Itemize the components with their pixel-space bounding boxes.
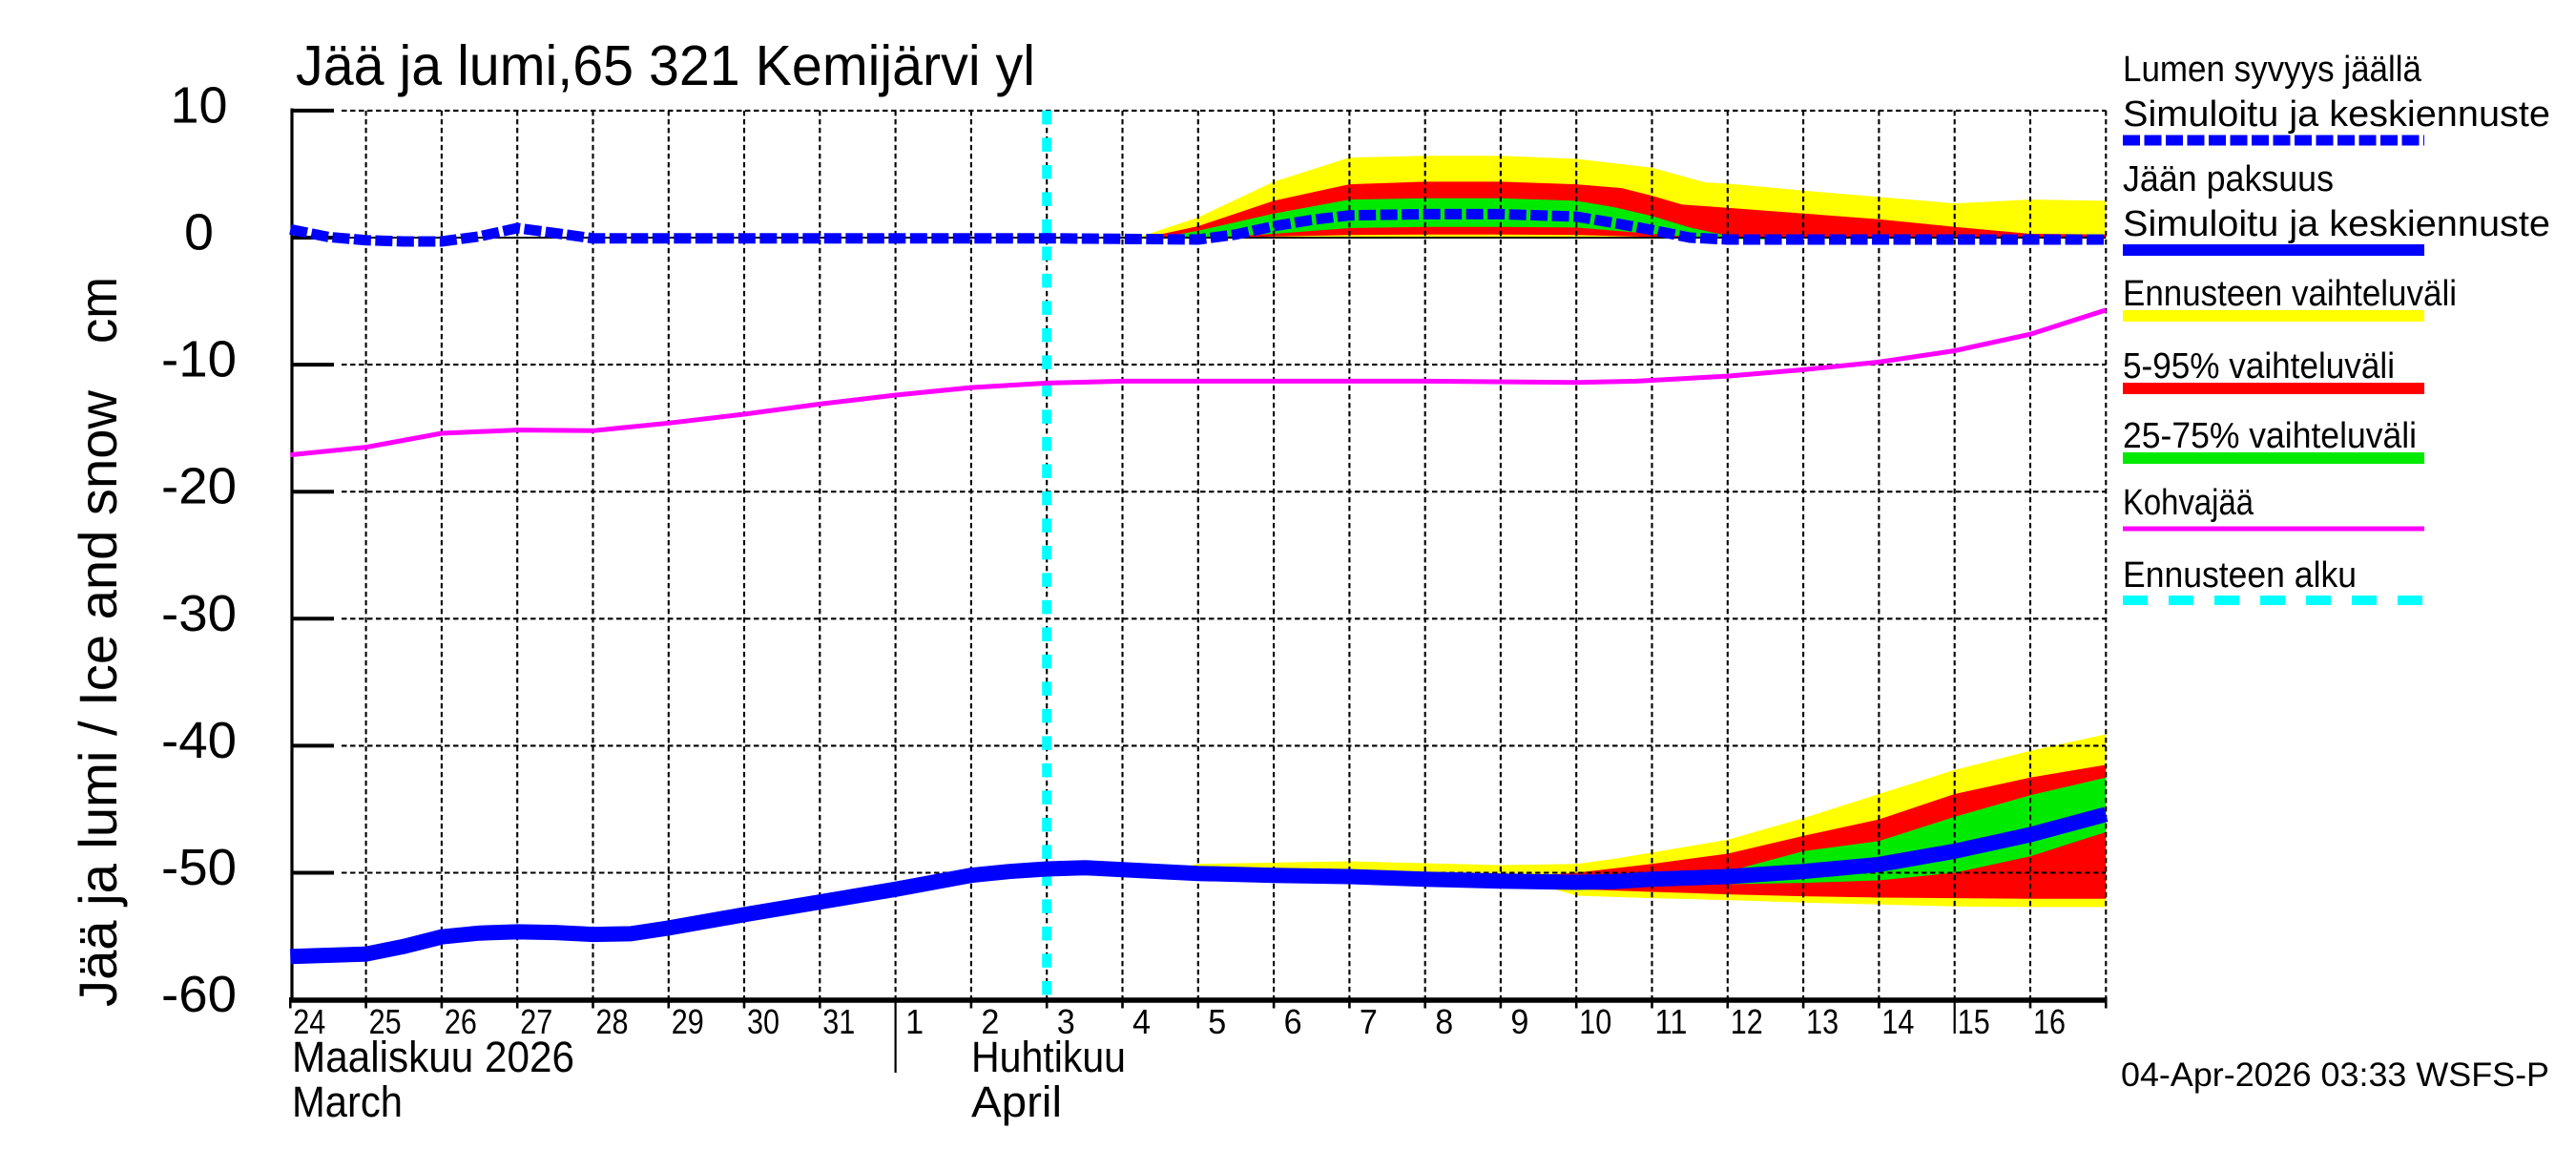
svg-text:cm: cm [68, 277, 128, 344]
svg-text:11: 11 [1655, 1002, 1688, 1041]
svg-text:-40: -40 [161, 712, 237, 769]
svg-text:-10: -10 [161, 331, 237, 388]
svg-text:14: 14 [1881, 1002, 1914, 1041]
svg-text:26: 26 [445, 1002, 477, 1041]
svg-text:10: 10 [171, 76, 228, 134]
svg-text:3: 3 [1057, 1002, 1075, 1041]
svg-text:27: 27 [520, 1002, 552, 1041]
svg-text:4: 4 [1132, 1002, 1151, 1041]
svg-text:Simuloitu ja keskiennuste: Simuloitu ja keskiennuste [2123, 204, 2550, 244]
svg-text:Ennusteen vaihteluväli: Ennusteen vaihteluväli [2123, 274, 2457, 314]
svg-text:15: 15 [1958, 1002, 1990, 1041]
svg-text:13: 13 [1806, 1002, 1839, 1041]
svg-text:March: March [292, 1077, 403, 1126]
svg-text:Maaliskuu 2026: Maaliskuu 2026 [292, 1033, 574, 1081]
svg-text:Huhtikuu: Huhtikuu [971, 1033, 1126, 1081]
svg-text:12: 12 [1731, 1002, 1763, 1041]
svg-text:Kohvajää: Kohvajää [2123, 483, 2254, 523]
svg-text:-30: -30 [161, 585, 237, 642]
svg-text:2: 2 [981, 1002, 999, 1041]
svg-text:-50: -50 [161, 839, 237, 896]
svg-text:16: 16 [2033, 1002, 2066, 1041]
svg-text:10: 10 [1579, 1002, 1611, 1041]
svg-text:Jää ja lumi / Ice and snow: Jää ja lumi / Ice and snow [68, 389, 128, 1007]
svg-text:5: 5 [1208, 1002, 1226, 1041]
svg-text:-60: -60 [161, 966, 237, 1023]
svg-text:31: 31 [822, 1002, 855, 1041]
svg-text:Ennusteen alku: Ennusteen alku [2123, 555, 2357, 596]
svg-text:25: 25 [369, 1002, 402, 1041]
svg-text:25-75% vaihteluväli: 25-75% vaihteluväli [2123, 416, 2417, 456]
svg-text:April: April [971, 1077, 1062, 1126]
svg-text:28: 28 [596, 1002, 629, 1041]
svg-text:30: 30 [747, 1002, 779, 1041]
svg-text:7: 7 [1360, 1002, 1378, 1041]
svg-text:29: 29 [672, 1002, 704, 1041]
svg-text:Jää ja lumi,65 321 Kemijärvi y: Jää ja lumi,65 321 Kemijärvi yl [296, 34, 1035, 97]
svg-text:Simuloitu ja keskiennuste: Simuloitu ja keskiennuste [2123, 94, 2550, 135]
svg-text:0: 0 [184, 204, 214, 261]
svg-text:24: 24 [293, 1002, 325, 1041]
svg-text:5-95% vaihteluväli: 5-95% vaihteluväli [2123, 346, 2395, 387]
svg-text:6: 6 [1284, 1002, 1302, 1041]
svg-text:1: 1 [905, 1002, 924, 1041]
svg-text:9: 9 [1510, 1002, 1528, 1041]
svg-text:Lumen syvyys jäällä: Lumen syvyys jäällä [2123, 50, 2422, 90]
svg-text:Jään paksuus: Jään paksuus [2123, 159, 2334, 199]
svg-text:8: 8 [1435, 1002, 1453, 1041]
svg-text:04-Apr-2026 03:33 WSFS-P: 04-Apr-2026 03:33 WSFS-P [2121, 1056, 2549, 1094]
svg-text:-20: -20 [161, 458, 237, 515]
